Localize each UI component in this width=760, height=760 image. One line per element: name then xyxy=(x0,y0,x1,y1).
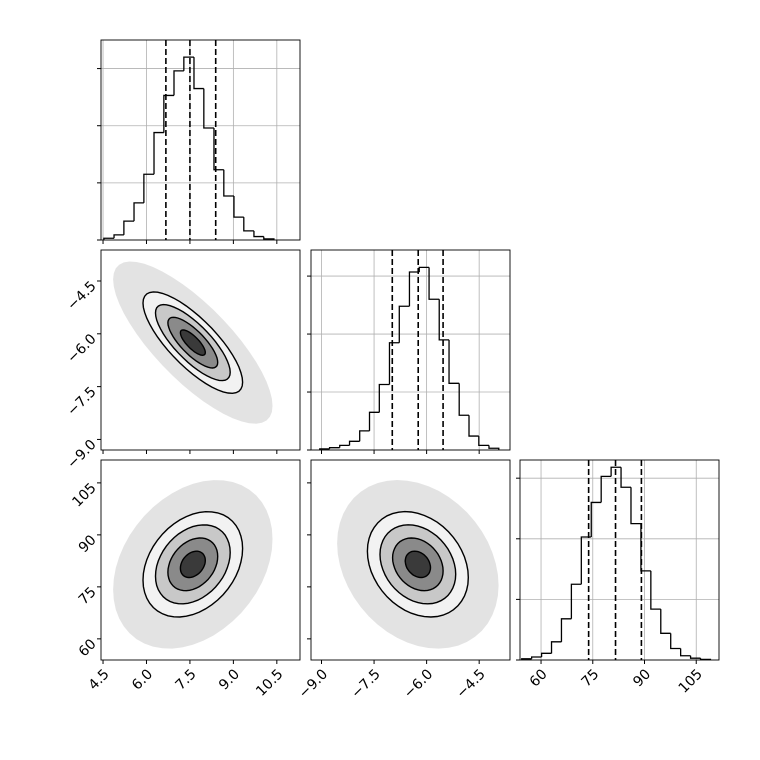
histogram-bin xyxy=(408,271,420,307)
histogram-bin xyxy=(339,444,350,448)
x-tick-label: 7.5 xyxy=(173,666,200,693)
x-tick-label: −4.5 xyxy=(453,666,488,701)
y-tick-label: 60 xyxy=(76,636,100,660)
panel-frame xyxy=(310,249,511,451)
histogram-bin xyxy=(153,131,164,175)
x-tick-label: −6.0 xyxy=(401,666,436,701)
x-tick-label: 90 xyxy=(630,666,654,690)
histogram-bin xyxy=(418,266,430,273)
histogram-bin xyxy=(193,57,204,90)
histogram-bin xyxy=(438,299,450,341)
x-tick-label: 10.5 xyxy=(253,666,286,699)
x-tick-label: −7.5 xyxy=(348,666,383,701)
histogram-bin xyxy=(133,202,144,222)
histogram-bin xyxy=(478,436,489,447)
histogram-bin xyxy=(488,445,500,450)
histogram-bin xyxy=(143,173,155,203)
y-tick-label: 90 xyxy=(76,532,100,556)
histogram-bin xyxy=(173,70,184,96)
density-contour xyxy=(404,550,432,579)
x-tick-label: 4.5 xyxy=(86,666,113,693)
histogram-bin xyxy=(183,56,194,71)
histogram-bin xyxy=(359,430,370,442)
histogram-bin xyxy=(348,440,360,446)
histogram-bin xyxy=(263,236,275,240)
histogram-bin xyxy=(368,411,380,431)
y-tick-label: −9.0 xyxy=(64,437,99,472)
y-tick-label: −4.5 xyxy=(64,278,99,313)
histogram-bin xyxy=(378,383,390,413)
histogram-bin xyxy=(328,447,340,449)
histogram-bin xyxy=(468,415,479,437)
panel-frame xyxy=(310,459,511,661)
panel-frame xyxy=(100,249,301,451)
histogram-bin xyxy=(531,656,542,659)
panel-frame xyxy=(100,459,301,661)
x-tick-label: 6.0 xyxy=(129,666,156,693)
y-tick-label: −7.5 xyxy=(64,384,99,419)
panel-frame xyxy=(100,39,301,241)
histogram-bin xyxy=(113,234,124,239)
histogram-bin xyxy=(428,267,440,300)
histogram-bin xyxy=(458,383,470,416)
histogram-bin xyxy=(233,196,244,218)
y-tick-label: −6.0 xyxy=(64,331,99,366)
x-tick-label: 75 xyxy=(579,666,603,690)
y-tick-label: 105 xyxy=(69,480,99,510)
histogram-bin xyxy=(630,487,641,525)
x-tick-label: −9.0 xyxy=(296,666,331,701)
y-tick-label: 75 xyxy=(76,584,100,608)
histogram-bin xyxy=(253,230,264,238)
density-contour xyxy=(179,329,207,357)
histogram-bin xyxy=(213,128,224,171)
histogram-bin xyxy=(600,475,612,503)
histogram-bin xyxy=(103,237,115,240)
histogram-bin xyxy=(660,609,671,634)
histogram-bin xyxy=(640,523,651,572)
histogram-bin xyxy=(163,94,174,133)
histogram-bin xyxy=(670,633,681,650)
histogram-bin xyxy=(590,501,602,537)
x-tick-label: 9.0 xyxy=(216,666,243,693)
histogram-bin xyxy=(650,570,661,610)
histogram-bin xyxy=(203,88,214,129)
histogram-bin xyxy=(123,220,135,235)
histogram-bin xyxy=(243,217,254,232)
histogram-bin xyxy=(448,339,460,384)
histogram-bin xyxy=(223,169,234,197)
histogram-bin xyxy=(679,648,691,657)
histogram-bin xyxy=(560,618,572,642)
histogram-bin xyxy=(388,342,400,385)
histogram-bin xyxy=(610,466,622,477)
histogram-bin xyxy=(398,305,410,343)
histogram-bin xyxy=(689,655,701,659)
histogram-bin xyxy=(540,652,552,657)
x-tick-label: 105 xyxy=(676,666,706,696)
histogram-bin xyxy=(570,583,582,619)
histogram-bin xyxy=(550,641,562,654)
histogram-bin xyxy=(620,467,631,488)
x-tick-label: 60 xyxy=(527,666,551,690)
histogram-bin xyxy=(580,536,592,585)
density-contour xyxy=(179,550,207,579)
panel-frame xyxy=(519,459,720,661)
